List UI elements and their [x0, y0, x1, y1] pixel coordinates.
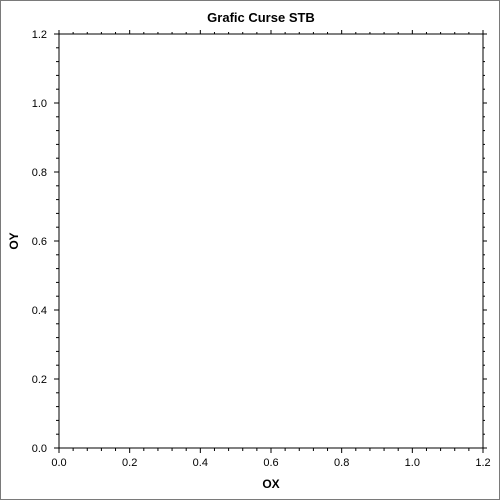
x-axis-tick-labels: 0.0 0.2 0.4 0.6 0.8 1.0 1.2 [51, 457, 490, 469]
y-axis-ticks [54, 33, 487, 449]
x-axis-ticks [58, 30, 484, 453]
y-axis-tick-labels: 0.0 0.2 0.4 0.6 0.8 1.0 1.2 [32, 29, 47, 455]
x-tick-label: 1.0 [405, 457, 420, 469]
y-tick-label: 0.0 [32, 443, 47, 455]
x-tick-label: 0.4 [193, 457, 208, 469]
plot-area [58, 33, 484, 449]
y-tick-label: 0.4 [32, 305, 47, 317]
y-tick-label: 0.8 [32, 167, 47, 179]
x-tick-label: 0.6 [263, 457, 278, 469]
x-axis-label: OX [262, 477, 279, 491]
x-tick-label: 0.2 [122, 457, 137, 469]
y-tick-label: 1.0 [32, 98, 47, 110]
y-tick-label: 0.2 [32, 374, 47, 386]
y-axis-label: OY [7, 232, 21, 249]
y-tick-label: 0.6 [32, 236, 47, 248]
y-tick-label: 1.2 [32, 29, 47, 41]
x-tick-label: 1.2 [475, 457, 490, 469]
x-tick-label: 0.8 [334, 457, 349, 469]
chart-title: Grafic Curse STB [207, 10, 315, 25]
x-tick-label: 0.0 [51, 457, 66, 469]
